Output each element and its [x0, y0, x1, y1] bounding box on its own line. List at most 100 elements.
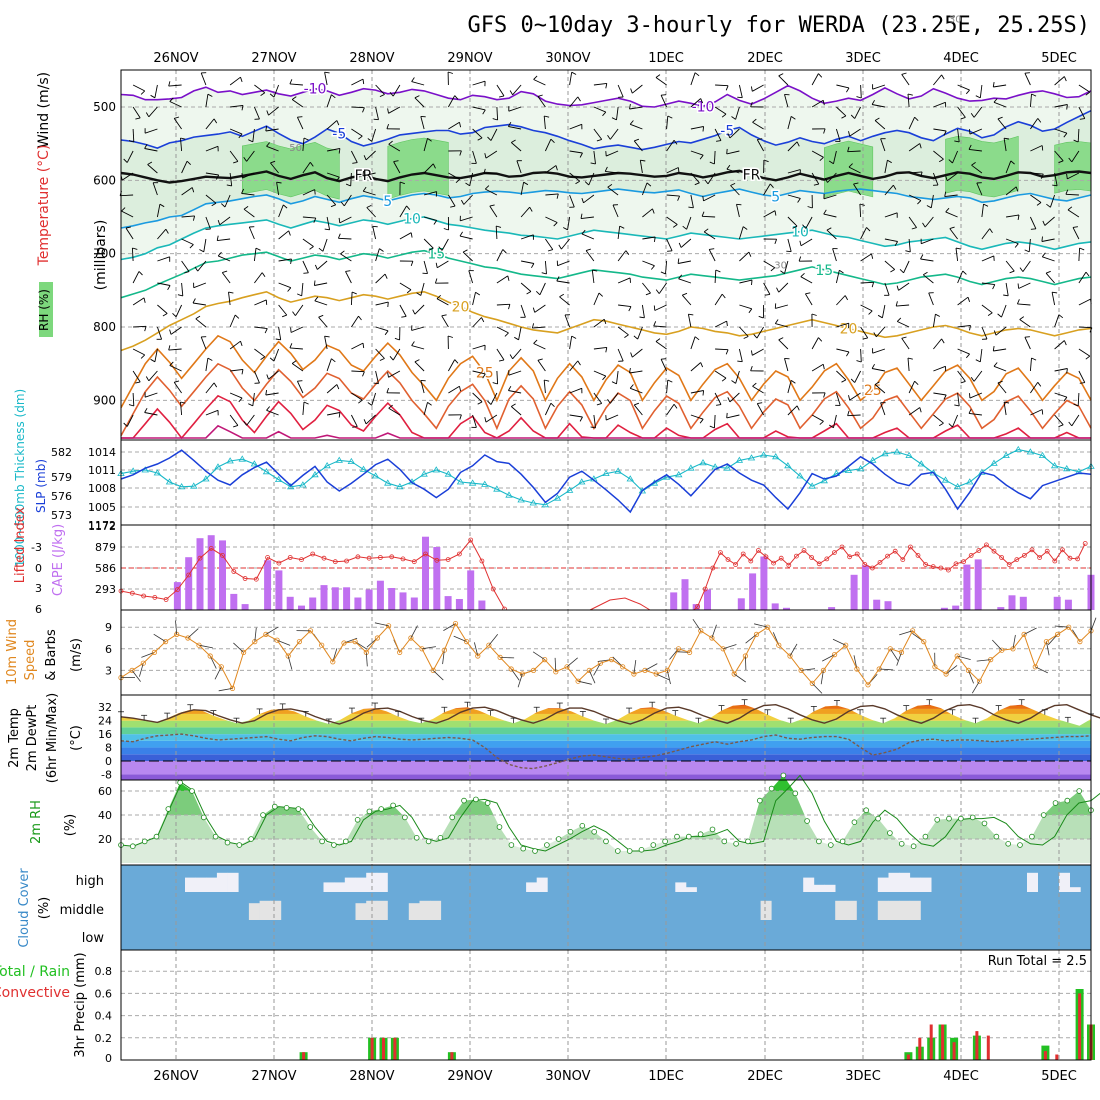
lifted-index-ylabel: Lifted Index: [13, 506, 28, 583]
wind-barb: [678, 260, 691, 264]
wind-barb: [654, 304, 667, 311]
wind-barb-10m: [218, 688, 233, 692]
wind-barb-flag: [410, 232, 413, 238]
wind-barb-flag: [1041, 409, 1044, 415]
rh-point: [1064, 797, 1071, 804]
thickness-point: [420, 470, 428, 477]
wind-barb-flag: [351, 291, 357, 295]
wind-barb: [1005, 282, 1009, 296]
lifted-index-point: [999, 555, 1004, 560]
wind-barb: [278, 304, 288, 316]
wind-barb-flag: [373, 382, 379, 385]
cape-bar: [478, 600, 486, 610]
wind-barb-flag: [243, 156, 247, 162]
wind-barb-flag: [799, 240, 802, 246]
wind-barb: [617, 326, 629, 336]
wind-barb: [545, 216, 558, 223]
rh-point: [958, 815, 964, 822]
wind-speed-point: [653, 671, 659, 677]
wind-barb-flag: [650, 265, 655, 270]
wind-barb-flag: [743, 336, 749, 339]
rh-band-1: [121, 189, 1091, 260]
temperature-contour-4: [120, 216, 1092, 261]
wind-barb: [248, 226, 255, 240]
cape-bar: [399, 592, 407, 610]
wind-barb-flag: [532, 307, 536, 313]
wind-barb-flag: [731, 380, 736, 384]
wind-barb: [371, 392, 377, 406]
wind-barb-flag: [547, 249, 553, 252]
wind-barb-flag: [737, 96, 743, 99]
wind-barb-flag: [511, 139, 516, 143]
wind-barb: [518, 326, 522, 340]
rh-point: [295, 806, 302, 812]
wind-speed-point: [463, 638, 470, 645]
wind-barb: [609, 128, 619, 140]
wind-barb-flag: [447, 71, 454, 74]
temperature-contour-label: 5: [383, 194, 392, 210]
thickness-point: [481, 480, 489, 487]
wind-barb-flag: [611, 381, 617, 385]
wind-barb-flag: [826, 227, 832, 231]
cape-tick: 1172: [88, 520, 116, 533]
wind-barb: [472, 80, 486, 86]
wind-barb: [860, 253, 872, 262]
wind-barb-flag: [960, 116, 966, 120]
wind-barb: [787, 194, 801, 199]
wind-barb: [775, 323, 789, 328]
wind-barb: [414, 304, 425, 315]
lifted-index-point: [197, 555, 203, 561]
wind-speed-point: [486, 642, 492, 648]
wind-barb-flag: [954, 140, 960, 143]
wind-barb: [508, 106, 522, 112]
wind-barb-flag: [553, 222, 558, 227]
temp-band-4: [121, 740, 1091, 748]
wind-barb: [1029, 93, 1032, 108]
rh-point: [934, 816, 940, 823]
slp-tick: 1172: [88, 519, 116, 532]
wind-barb-flag: [487, 400, 492, 405]
wind-barb: [1054, 392, 1068, 398]
wind-barb: [933, 74, 942, 86]
wind-barb: [993, 348, 1007, 352]
wind-barb: [472, 344, 486, 350]
wind-barb: [957, 370, 966, 382]
rh-point: [626, 848, 633, 854]
temp-band-0: [121, 774, 1091, 780]
rh-point: [946, 815, 952, 822]
wind-barb-flag: [895, 301, 898, 307]
wind-barb-flag: [673, 140, 678, 145]
wind-barb-flag: [841, 115, 847, 119]
wind-speed-point: [330, 659, 336, 665]
wind-barb-10m: [233, 642, 244, 653]
thickness-ylabel: 1000~500mb Thickness (dm): [13, 389, 27, 567]
wind-barb-flag: [529, 206, 533, 212]
wind-barb-flag: [970, 376, 975, 382]
wind-barb-flag: [955, 247, 961, 250]
wind-barb-flag: [372, 225, 378, 228]
wind-barb: [763, 183, 771, 196]
wind-barb-flag: [215, 174, 220, 180]
wind-barb-flag: [716, 140, 722, 142]
wind-barb-flag: [455, 178, 461, 184]
wind-barb: [1042, 256, 1055, 262]
wind-barb: [388, 370, 401, 378]
wind-barb: [739, 279, 753, 284]
precip-panel: Run Total = 2.5: [120, 949, 1095, 1061]
wind-barb-flag: [580, 213, 583, 219]
cloud-cell: [824, 884, 836, 892]
wind-barb: [690, 72, 696, 86]
wind-barb-flag: [1015, 186, 1019, 192]
thickness-point: [978, 468, 986, 475]
wind-barb: [726, 150, 740, 155]
precip-conv-bar: [393, 1037, 397, 1060]
thickness-tick: 579: [51, 471, 72, 484]
lifted-index-point: [961, 559, 966, 565]
cloud-row-label-low: low: [82, 931, 105, 946]
wind-barb-10m: [754, 623, 768, 628]
wind-barb-flag: [550, 402, 555, 408]
wind-barb-flag: [145, 112, 150, 118]
wind-barb: [616, 106, 619, 120]
wind-speed-point: [720, 646, 726, 652]
lifted-index-tick: 3: [35, 582, 42, 595]
